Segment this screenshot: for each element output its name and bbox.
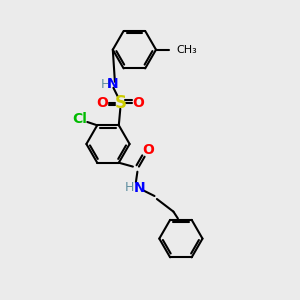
Text: S: S (114, 94, 126, 112)
Text: O: O (132, 96, 144, 110)
Text: O: O (142, 143, 154, 157)
Text: N: N (107, 77, 118, 91)
Text: N: N (134, 181, 145, 195)
Text: CH₃: CH₃ (176, 45, 197, 55)
Text: H: H (100, 78, 110, 91)
Text: H: H (125, 181, 135, 194)
Text: Cl: Cl (72, 112, 87, 126)
Text: O: O (96, 96, 108, 110)
